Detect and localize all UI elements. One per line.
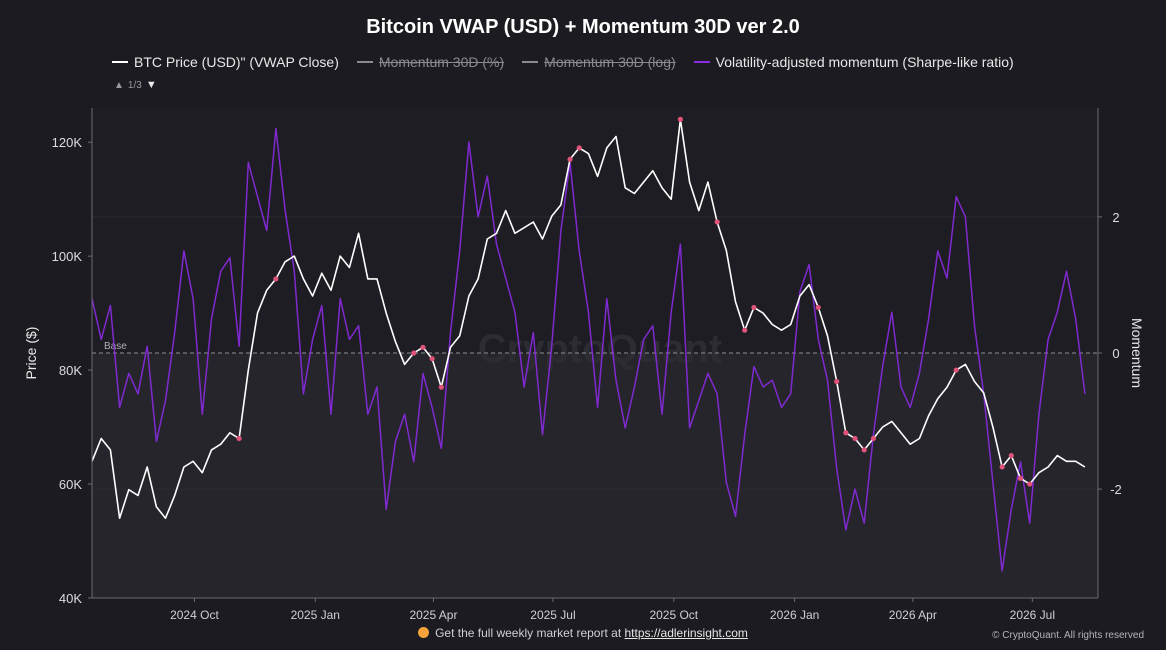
series-layer: [91, 118, 1086, 572]
footer-note: Get the full weekly market report at htt…: [0, 626, 1166, 640]
price-highlight-point: [999, 464, 1005, 470]
legend-item-momentum-log[interactable]: Momentum 30D (log): [522, 54, 676, 70]
price-highlight-point: [834, 378, 840, 385]
y-right-tick-label: 0: [1112, 346, 1119, 361]
price-highlight-point: [751, 304, 757, 311]
x-tick-labels: 2024 Oct 2025 Jan 2025 Apr 2025 Jul 2025 Oct…: [170, 598, 1055, 622]
x-tick-label: 2025 Jul: [530, 608, 575, 622]
price-highlight-point: [567, 156, 573, 162]
footer-link[interactable]: https://adlerinsight.com: [624, 626, 748, 640]
legend-label-momentum-log: Momentum 30D (log): [544, 54, 676, 70]
sharpe-momentum-line: [91, 127, 1086, 572]
price-highlight-point: [429, 356, 435, 362]
legend-label-sharpe: Volatility-adjusted momentum (Sharpe-lik…: [715, 54, 1014, 70]
y-left-tick-label: 80K: [59, 363, 82, 378]
price-highlight-point: [861, 447, 867, 453]
price-highlight-point: [852, 435, 858, 442]
x-tick-label: 2026 Jul: [1010, 608, 1055, 622]
x-tick-label: 2025 Oct: [649, 608, 698, 622]
grid: [92, 216, 1098, 490]
x-tick-label: 2025 Jan: [291, 608, 340, 622]
y-left-tick-labels: 40K 60K 80K 100K 120K: [52, 135, 92, 606]
btc-price-line: [91, 118, 1086, 519]
legend-pager: ▲ 1/3 ▼: [114, 79, 157, 91]
report-emoji-icon: [418, 627, 430, 638]
price-highlight-point: [438, 384, 444, 390]
price-highlight-point: [714, 219, 720, 225]
price-highlight-point: [1008, 452, 1014, 459]
y-right-tick-labels: 2 0 -2: [1098, 210, 1122, 497]
legend-prev-icon[interactable]: ▲: [114, 79, 124, 91]
price-highlight-point: [411, 350, 417, 356]
y-right-tick-label: -2: [1110, 482, 1122, 497]
x-tick-label: 2026 Jan: [770, 608, 819, 622]
price-highlight-point: [870, 435, 877, 442]
x-tick-label: 2026 Apr: [889, 608, 937, 622]
lower-band: [92, 353, 1098, 598]
y-right-axis-title: Momentum: [1129, 318, 1145, 388]
price-highlight-point: [1017, 475, 1024, 481]
legend-item-sharpe[interactable]: Volatility-adjusted momentum (Sharpe-lik…: [693, 54, 1014, 70]
price-highlight-point: [843, 430, 849, 436]
y-right-tick-label: 2: [1112, 210, 1119, 225]
baseline-label: Base: [104, 341, 127, 352]
x-tick-label: 2025 Apr: [409, 608, 457, 622]
legend-page-indicator: 1/3: [127, 79, 142, 91]
legend-swatch-momentum-log: [522, 61, 539, 63]
price-highlight-point: [236, 435, 242, 442]
legend-swatch-momentum-pct: [356, 61, 373, 63]
highlight-layer: [236, 116, 1033, 487]
y-left-tick-label: 40K: [59, 591, 82, 606]
price-highlight-point: [1027, 481, 1033, 487]
copyright: © CryptoQuant. All rights reserved: [992, 630, 1144, 641]
legend-item-btc-price[interactable]: BTC Price (USD)" (VWAP Close): [112, 54, 339, 70]
price-highlight-point: [677, 116, 683, 122]
price-highlight-point: [742, 327, 748, 333]
y-left-tick-label: 100K: [52, 249, 83, 264]
legend-label-momentum-pct: Momentum 30D (%): [378, 54, 505, 70]
chart-legend: BTC Price (USD)" (VWAP Close) Momentum 3…: [112, 54, 1014, 70]
price-highlight-point: [576, 145, 582, 151]
x-tick-label: 2024 Oct: [170, 608, 219, 622]
watermark: CryptoQuant: [478, 327, 722, 371]
legend-swatch-btc-price: [112, 61, 128, 63]
price-highlight-point: [420, 344, 426, 350]
price-highlight-point: [815, 304, 821, 311]
price-highlight-point: [273, 276, 279, 282]
y-left-tick-label: 120K: [52, 135, 83, 150]
footer-note-text: Get the full weekly market report at: [435, 626, 622, 640]
legend-label-btc-price: BTC Price (USD)" (VWAP Close): [134, 54, 339, 70]
legend-item-momentum-pct[interactable]: Momentum 30D (%): [356, 54, 505, 70]
y-left-axis-title: Price ($): [23, 327, 39, 380]
y-left-tick-label: 60K: [59, 477, 82, 492]
legend-next-icon[interactable]: ▼: [145, 79, 157, 91]
legend-swatch-sharpe: [693, 61, 710, 63]
chart-title: Bitcoin VWAP (USD) + Momentum 30D ver 2.…: [366, 16, 800, 38]
price-highlight-point: [953, 367, 959, 373]
